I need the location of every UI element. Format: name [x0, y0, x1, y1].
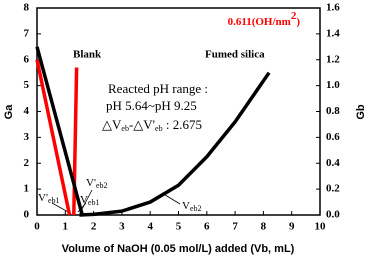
- y-tick-label: 8: [24, 2, 30, 14]
- x-tick-label: 7: [232, 221, 238, 233]
- y-tick-label: 6: [24, 53, 30, 65]
- y-tick-label: 5: [24, 79, 30, 91]
- veb2-prime-label: V'eb2: [86, 177, 108, 190]
- y-tick-label: 3: [24, 131, 30, 143]
- x-tick-label: 1: [63, 221, 69, 233]
- y2-tick-label: 0.8: [326, 105, 340, 117]
- label-main: V: [80, 194, 88, 206]
- x-tick-label: 5: [176, 221, 182, 233]
- delta-main: △V: [102, 117, 122, 132]
- label-main: V': [86, 177, 96, 189]
- fumed-silica-label: Fumed silica: [205, 49, 265, 61]
- label-main: V: [182, 200, 190, 212]
- blank-label: Blank: [73, 49, 102, 61]
- x-tick-label: 9: [289, 221, 295, 233]
- y2-tick-label: 1.2: [326, 53, 340, 65]
- label-sub: eb1: [88, 198, 100, 207]
- y-tick-label: 0: [24, 209, 30, 221]
- series-line: [79, 71, 271, 217]
- y2-tick-label: 1.4: [326, 27, 340, 39]
- x-tick-label: 4: [147, 221, 153, 233]
- x-tick-label: 6: [204, 221, 210, 233]
- pointer-lines: [51, 189, 181, 214]
- series-line: [35, 59, 72, 216]
- chart-title: 0.611(OH/nm2): [228, 10, 301, 28]
- y2-tick-label: 0.0: [326, 209, 340, 221]
- y2-tick-label: 0.2: [326, 183, 340, 195]
- y2-tick-label: 1.0: [326, 79, 340, 91]
- x-axis-label: Volume of NaOH (0.05 mol/L) added (Vb, m…: [62, 243, 295, 255]
- y-axis-label: Ga: [3, 104, 15, 120]
- y2-tick-label: 0.6: [326, 131, 340, 143]
- y-tick-label: 7: [24, 27, 30, 39]
- x-tick-label: 0: [34, 221, 40, 233]
- series-line: [35, 46, 84, 216]
- veb1-prime-label: V'eb1: [38, 192, 60, 205]
- delta-sub: eb: [155, 124, 163, 133]
- x-tick-label: 2: [91, 221, 97, 233]
- label-main: V': [38, 192, 48, 204]
- y-tick-label: 4: [24, 105, 30, 117]
- x-tick-label: 3: [119, 221, 125, 233]
- delta-sub: eb: [121, 124, 129, 133]
- title-sup: 2: [291, 10, 297, 22]
- x-tick-label: 10: [315, 221, 327, 233]
- label-sub: eb2: [96, 181, 108, 190]
- range-text: pH 5.64~pH 9.25: [106, 98, 197, 113]
- delta-text: △Veb-△V'eb : 2.675: [102, 117, 202, 133]
- y2-tick-label: 0.4: [326, 157, 340, 169]
- label-sub: eb2: [190, 204, 202, 213]
- y-tick-label: 1: [24, 183, 30, 195]
- range-title: Reacted pH range :: [108, 81, 208, 96]
- label-sub: eb1: [48, 196, 60, 205]
- y-tick-label: 2: [24, 157, 30, 169]
- title-end: ): [296, 16, 300, 28]
- x-tick-label: 8: [261, 221, 267, 233]
- veb2-label: Veb2: [182, 200, 202, 213]
- delta-mid: -△V': [129, 117, 155, 132]
- title-main: 0.611(OH/nm: [228, 16, 291, 28]
- y2-axis-label: Gb: [355, 104, 367, 120]
- veb1-label: Veb1: [80, 194, 100, 207]
- delta-end: : 2.675: [163, 117, 202, 132]
- y2-tick-label: 1.6: [326, 2, 340, 14]
